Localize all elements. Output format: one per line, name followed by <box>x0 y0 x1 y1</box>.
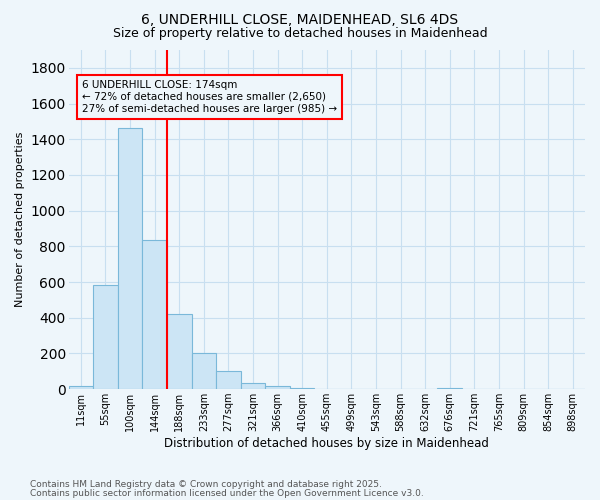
Text: Contains HM Land Registry data © Crown copyright and database right 2025.: Contains HM Land Registry data © Crown c… <box>30 480 382 489</box>
Text: 6 UNDERHILL CLOSE: 174sqm
← 72% of detached houses are smaller (2,650)
27% of se: 6 UNDERHILL CLOSE: 174sqm ← 72% of detac… <box>82 80 337 114</box>
Bar <box>265 386 290 389</box>
X-axis label: Distribution of detached houses by size in Maidenhead: Distribution of detached houses by size … <box>164 437 489 450</box>
Text: 6, UNDERHILL CLOSE, MAIDENHEAD, SL6 4DS: 6, UNDERHILL CLOSE, MAIDENHEAD, SL6 4DS <box>142 12 458 26</box>
Bar <box>241 383 265 389</box>
Bar <box>290 388 314 389</box>
Bar <box>118 128 142 389</box>
Bar <box>437 388 462 389</box>
Text: Contains public sector information licensed under the Open Government Licence v3: Contains public sector information licen… <box>30 488 424 498</box>
Bar <box>191 354 216 389</box>
Bar <box>68 386 93 389</box>
Bar <box>142 240 167 389</box>
Text: Size of property relative to detached houses in Maidenhead: Size of property relative to detached ho… <box>113 28 487 40</box>
Bar <box>167 314 191 389</box>
Y-axis label: Number of detached properties: Number of detached properties <box>15 132 25 308</box>
Bar <box>216 372 241 389</box>
Bar <box>93 284 118 389</box>
